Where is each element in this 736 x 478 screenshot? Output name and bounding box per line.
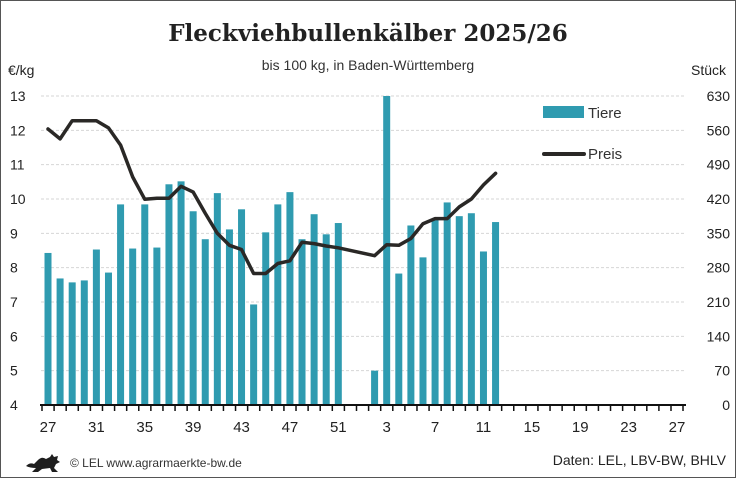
bar-tiere [177,181,185,405]
source-text: Daten: LEL, LBV-BW, BHLV [552,452,726,468]
right-tick-label: 420 [707,191,731,207]
right-tick-label: 350 [707,225,731,241]
bar-tiere [310,214,318,405]
x-tick-label: 27 [669,419,686,436]
x-tick-label: 31 [88,419,105,436]
bar-tiere [117,204,125,405]
bar-tiere [407,225,415,405]
bar-tiere [383,96,391,405]
bar-tiere [395,273,403,405]
x-tick-label: 23 [620,419,637,436]
bar-tiere [467,213,475,405]
right-tick-label: 490 [707,157,731,173]
x-tick-label: 3 [383,419,391,436]
bar-tiere [274,204,282,405]
left-tick-label: 12 [10,122,26,138]
legend-swatch-tiere [543,106,584,118]
right-tick-label: 140 [707,328,731,344]
legend-label-tiere: Tiere [588,105,622,122]
right-tick-label: 280 [707,260,731,276]
left-tick-label: 9 [10,225,18,241]
bar-tiere [56,278,64,405]
bar-tiere [334,223,342,405]
x-tick-label: 43 [233,419,250,436]
bar-tiere [250,304,258,405]
bar-tiere [104,272,112,405]
bar-tiere [165,184,173,405]
left-tick-label: 10 [10,191,26,207]
right-axis-label: Stück [691,62,727,78]
right-tick-label: 210 [707,294,731,310]
bar-tiere [201,239,209,405]
left-axis-label: €/kg [8,62,34,78]
x-tick-label: 19 [572,419,589,436]
bar-tiere [141,204,149,405]
left-tick-label: 4 [10,397,18,413]
left-tick-label: 11 [10,157,25,173]
left-tick-label: 13 [10,88,26,104]
legend: Tiere Preis [542,105,622,163]
line-preis [46,118,498,276]
bar-tiere [371,370,379,405]
x-tick-label: 11 [476,419,492,436]
bar-tiere [44,252,52,405]
bar-tiere [492,222,500,405]
bar-tiere [431,220,439,405]
bar-tiere [298,239,306,405]
bar-tiere [238,209,246,405]
copyright-text: © LEL www.agrarmaerkte-bw.de [70,456,242,470]
bar-tiere [189,211,197,405]
bar-tiere [129,248,137,405]
bar-tiere [286,192,294,405]
x-tick-label: 7 [431,419,439,436]
left-tick-label: 8 [10,260,18,276]
x-tick-label: 35 [136,419,153,436]
x-tick-label: 27 [40,419,57,436]
x-tick-label: 51 [330,419,347,436]
left-tick-label: 6 [10,328,18,344]
bar-tiere [225,229,233,405]
bar-tiere [479,251,487,405]
right-tick-label: 560 [707,122,731,138]
left-tick-label: 7 [10,294,18,310]
bar-tiere [262,232,270,405]
x-tick-label: 39 [185,419,202,436]
legend-label-preis: Preis [588,146,622,163]
bar-tiere [213,193,221,405]
right-tick-label: 630 [707,88,731,104]
bar-tiere [443,202,451,405]
x-tick-label: 15 [524,419,541,436]
bar-tiere [68,282,76,405]
right-tick-label: 70 [714,363,730,379]
left-tick-label: 5 [10,363,18,379]
lion-logo-icon [26,454,60,472]
chart-title: Fleckviehbullenkälber 2025/26 [168,20,568,47]
bar-tiere [153,247,161,405]
right-tick-label: 0 [722,397,730,413]
bar-tiere [419,257,427,405]
bar-tiere [455,216,463,405]
bar-tiere [92,249,100,405]
bar-tiere [322,234,330,405]
bar-tiere [80,280,88,405]
chart-subtitle: bis 100 kg, in Baden-Württemberg [261,57,475,73]
x-tick-label: 47 [282,419,299,436]
